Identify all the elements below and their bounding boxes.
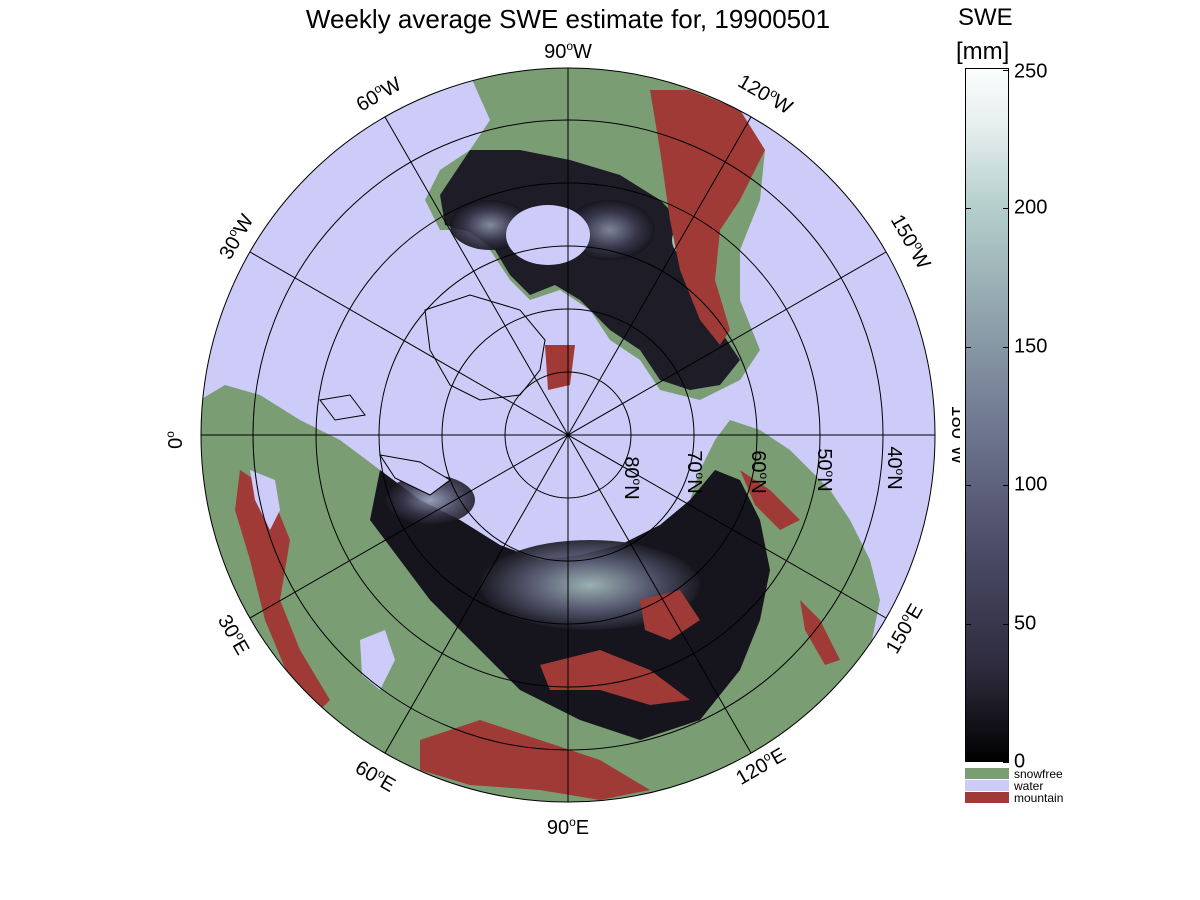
colorbar-label-0: 0 (1014, 750, 1026, 773)
legend-swatch-water (965, 780, 1009, 791)
legend-swatch-mountain (965, 792, 1009, 803)
lon-label-150w: 150oW (886, 210, 936, 273)
greenland (424, 294, 546, 401)
lon-label-180w: 180oW (947, 406, 960, 465)
lon-label-30e: 30oE (213, 610, 255, 659)
legend-label-water: water (1014, 779, 1044, 793)
taymyr-swe (385, 475, 475, 525)
map-title: Weekly average SWE estimate for, 1990050… (305, 4, 831, 34)
colorbar-tick (1003, 762, 1009, 763)
colorbar-label-200: 200 (1014, 196, 1048, 219)
colorbar-unit: [mm] (956, 38, 1010, 65)
lon-label-120w: 120oW (734, 69, 797, 119)
lat-label-40n: 40oN (883, 446, 907, 489)
polar-map: 90oW 120oW 150oW 180oW 150oE 120oE 90oE … (163, 39, 960, 839)
colorbar-tick (965, 208, 971, 209)
colorbar-tick (1003, 208, 1009, 209)
lon-label-0: 0o (163, 431, 187, 449)
lon-label-90e: 90oE (547, 815, 589, 839)
legend-label-snowfree: snowfree (1014, 767, 1063, 781)
colorbar-tick (1003, 624, 1009, 625)
baltic-sea (250, 470, 280, 530)
colorbar-tick (965, 485, 971, 486)
colorbar-label-100: 100 (1014, 473, 1048, 496)
eurasia-mountains (235, 470, 840, 800)
legend-swatch-snowfree (965, 768, 1009, 779)
latitude-labels: 80oN 70oN 60oN 50oN 40oN (620, 446, 907, 499)
colorbar-tick (1003, 485, 1009, 486)
colorbar (965, 68, 1009, 762)
lat-label-60n: 60oN (747, 450, 771, 493)
hudson-bay (506, 205, 590, 265)
lat-label-80n: 80oN (620, 456, 644, 499)
legend-label-mountain: mountain (1014, 791, 1064, 805)
colorbar-tick (965, 624, 971, 625)
svalbard (319, 394, 366, 421)
graticule (200, 67, 936, 803)
longitude-labels: 90oW 120oW 150oW 180oW 150oE 120oE 90oE … (163, 39, 960, 839)
colorbar-tick (965, 347, 971, 348)
novaya-zemlya (378, 454, 451, 496)
colorbar-label-150: 150 (1014, 335, 1048, 358)
lat-label-70n: 70oN (683, 450, 707, 493)
colorbar-tick (1003, 347, 1009, 348)
lat-label-50n: 50oN (813, 448, 837, 491)
lon-label-60e: 60oE (351, 755, 400, 797)
black-caspian (360, 630, 395, 690)
lon-label-90w: 90oW (544, 39, 592, 63)
colorbar-title: SWE (958, 4, 1013, 31)
colorbar-label-250: 250 (1014, 60, 1048, 83)
colorbar-label-50: 50 (1014, 612, 1037, 635)
colorbar-tick (1003, 70, 1009, 71)
